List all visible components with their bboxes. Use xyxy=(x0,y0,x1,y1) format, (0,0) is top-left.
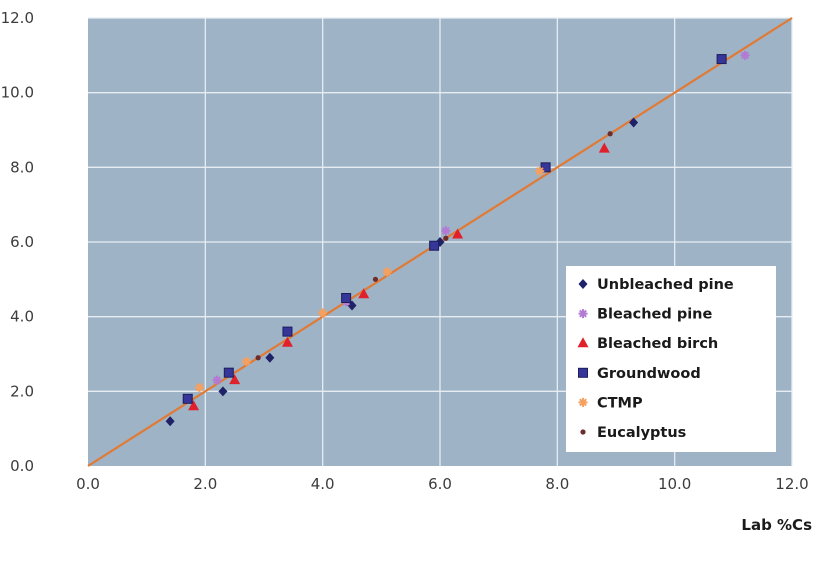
point-bleached-pine xyxy=(441,226,451,236)
legend-label-eucalyptus: Eucalyptus xyxy=(597,425,686,441)
x-tick-label: 6.0 xyxy=(428,475,452,493)
point-unbleached-pine xyxy=(629,117,639,128)
y-tick-label: 0.0 xyxy=(10,457,34,475)
legend-label-groundwood: Groundwood xyxy=(597,366,701,382)
point-unbleached-pine xyxy=(265,352,275,363)
x-axis-title: Lab %Cs xyxy=(741,516,812,534)
y-tick-label: 8.0 xyxy=(10,158,34,176)
point-bleached-birch xyxy=(598,142,610,153)
point-bleached-birch xyxy=(188,400,200,411)
point-groundwood xyxy=(341,293,352,303)
legend-label-ctmp: CTMP xyxy=(597,395,643,411)
point-eucalyptus xyxy=(607,131,613,137)
point-groundwood xyxy=(429,240,440,251)
point-bleached-birch xyxy=(281,336,293,347)
point-unbleached-pine xyxy=(165,416,175,427)
point-bleached-birch xyxy=(452,228,464,239)
x-tick-label: 4.0 xyxy=(311,475,335,493)
legend-marker-groundwood xyxy=(578,367,588,378)
x-tick-label: 2.0 xyxy=(193,475,217,493)
legend-marker-eucalyptus xyxy=(580,429,586,435)
point-groundwood xyxy=(223,367,234,378)
point-bleached-pine xyxy=(212,375,222,385)
point-ctmp xyxy=(241,356,251,366)
point-groundwood xyxy=(282,326,293,337)
x-tick-label: 10.0 xyxy=(658,475,691,493)
point-groundwood xyxy=(182,393,193,404)
point-eucalyptus xyxy=(443,235,449,241)
legend-marker-unbleached-pine xyxy=(578,279,588,289)
point-ctmp xyxy=(382,267,392,277)
legend-label-unbleached-pine: Unbleached pine xyxy=(597,277,734,293)
legend-marker-ctmp xyxy=(578,397,588,407)
data-points xyxy=(165,50,750,427)
point-bleached-birch xyxy=(358,288,370,299)
point-ctmp xyxy=(194,383,204,393)
x-axis-ticks: 0.0 2.0 4.0 6.0 8.0 10.0 12.0 xyxy=(76,475,809,493)
legend-box xyxy=(566,266,776,452)
x-tick-label: 0.0 xyxy=(76,475,100,493)
y-tick-label: 4.0 xyxy=(10,308,34,326)
point-ctmp xyxy=(318,308,328,318)
y-axis-ticks: 0.0 2.0 4.0 6.0 8.0 10.0 12.0 xyxy=(1,9,34,475)
y-tick-label: 2.0 xyxy=(10,382,34,400)
point-groundwood xyxy=(716,54,727,65)
legend-label-bleached-birch: Bleached birch xyxy=(597,336,718,352)
y-tick-label: 6.0 xyxy=(10,233,34,251)
legend-marker-bleached-birch xyxy=(577,337,589,348)
legend-marker-bleached-pine xyxy=(578,309,588,319)
x-tick-label: 8.0 xyxy=(545,475,569,493)
legend-label-bleached-pine: Bleached pine xyxy=(597,307,712,323)
y-tick-label: 12.0 xyxy=(1,9,34,27)
legend: Unbleached pine Bleached pine Bleached bir… xyxy=(566,266,776,452)
x-tick-label: 12.0 xyxy=(775,475,808,493)
point-groundwood xyxy=(540,162,551,173)
point-eucalyptus xyxy=(372,276,379,282)
y-tick-label: 10.0 xyxy=(1,84,34,102)
point-bleached-birch xyxy=(229,374,241,385)
point-unbleached-pine xyxy=(218,386,228,397)
point-eucalyptus xyxy=(255,355,261,361)
point-bleached-pine xyxy=(740,50,750,60)
point-ctmp xyxy=(535,166,545,176)
